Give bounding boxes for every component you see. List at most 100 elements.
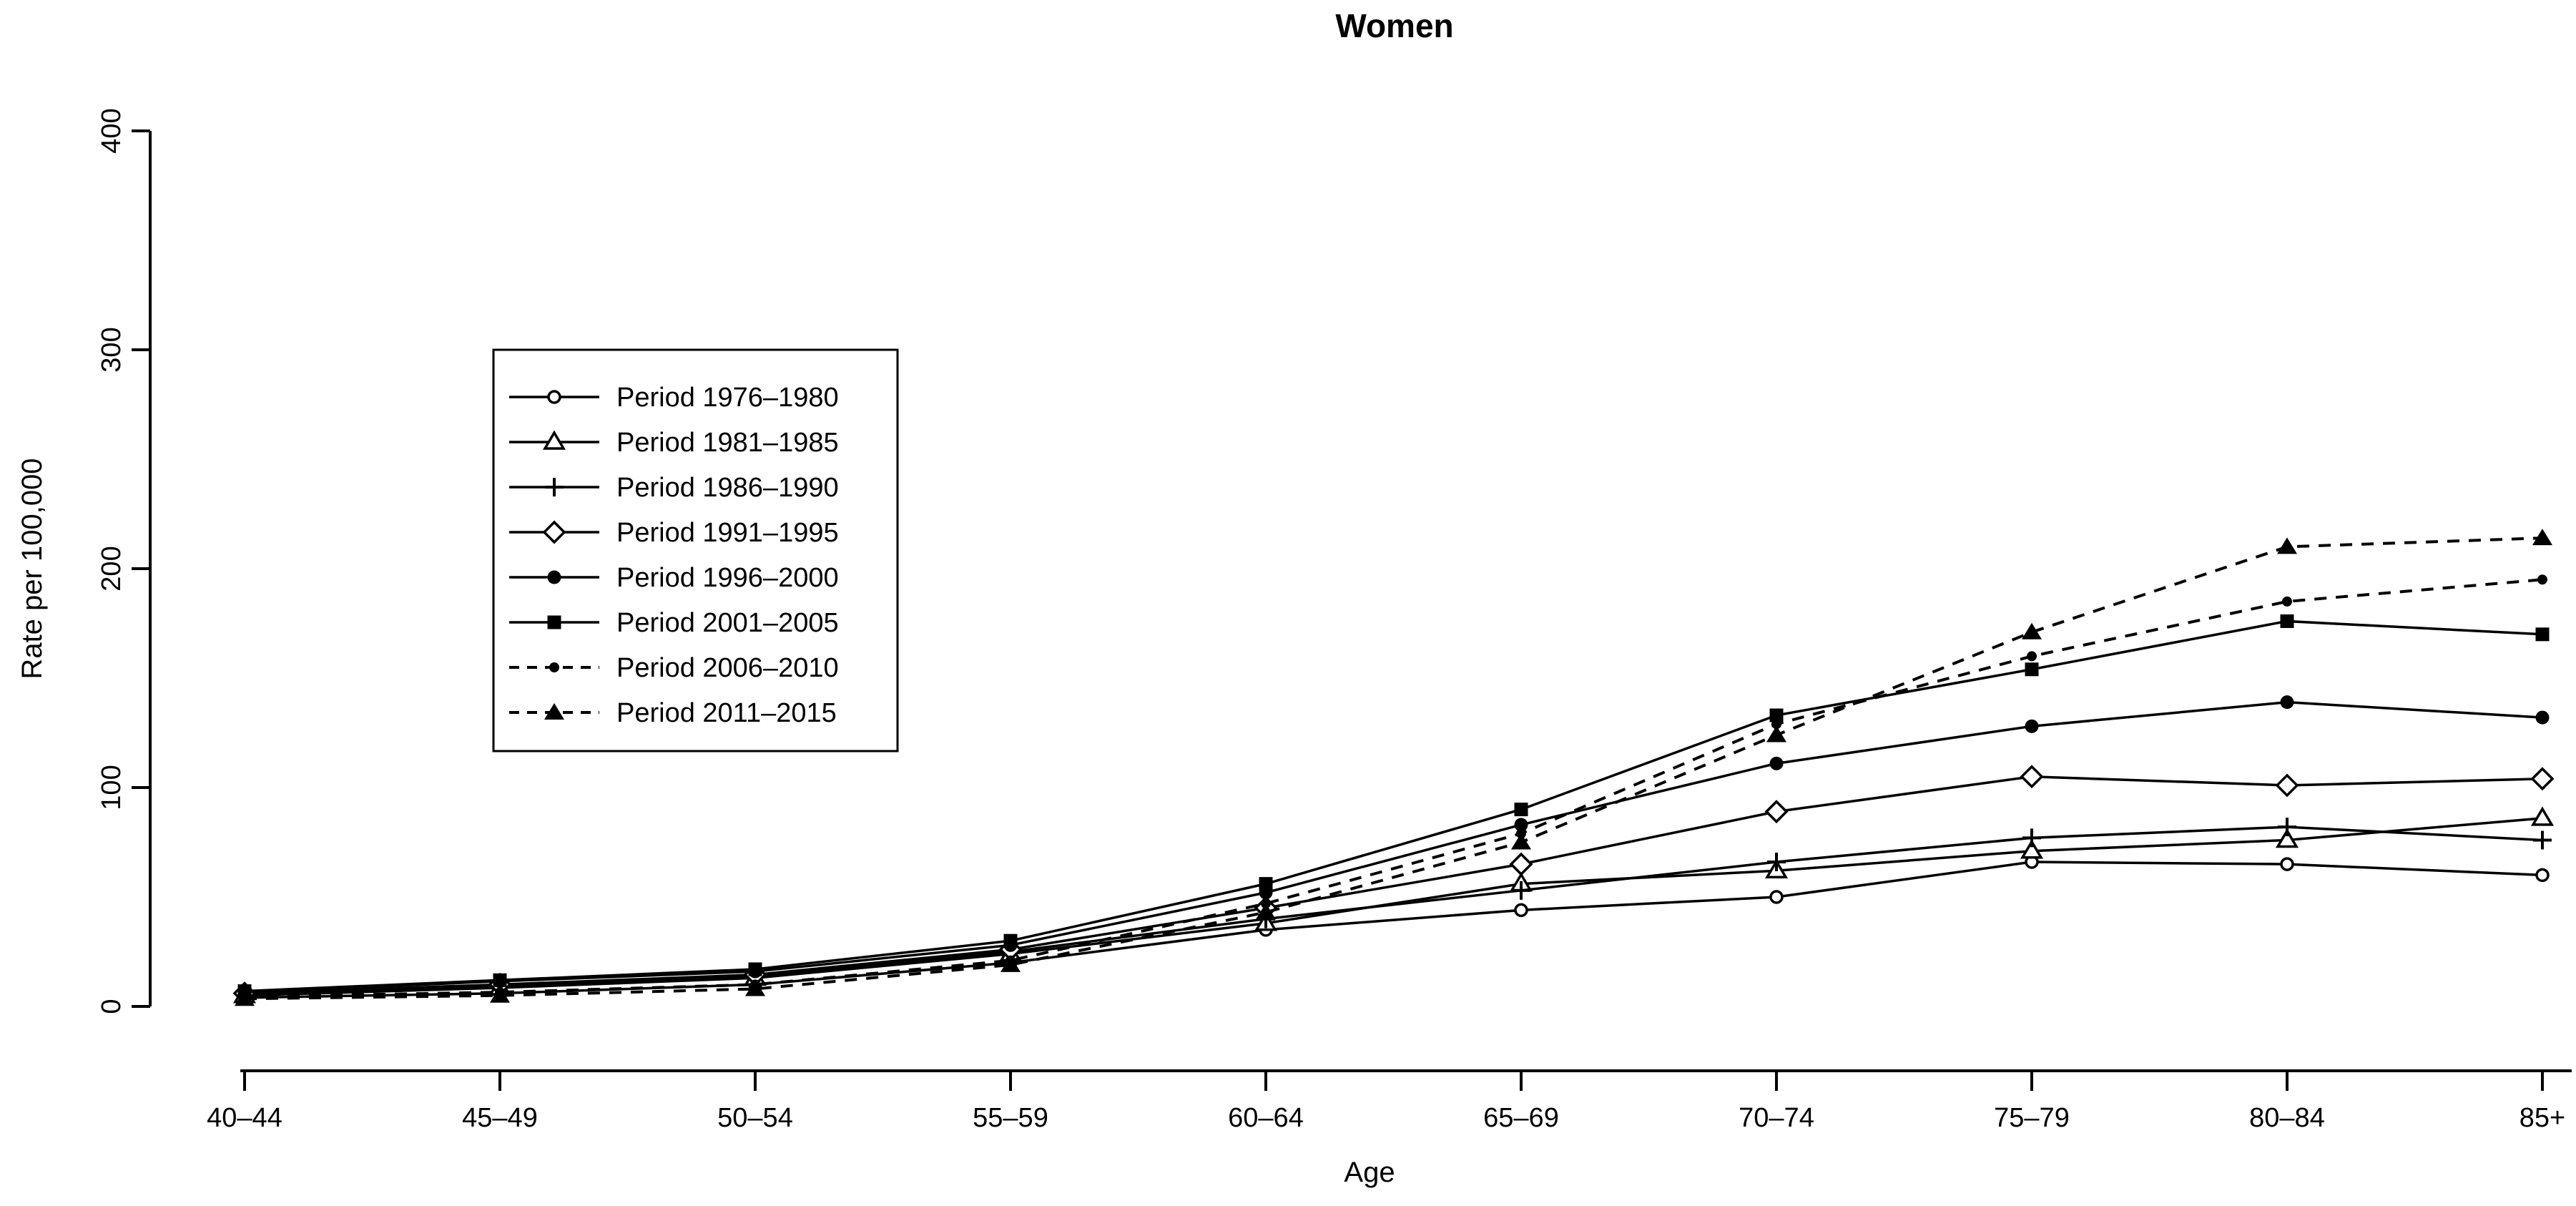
filled-triangle-marker <box>2532 529 2552 546</box>
legend-box <box>492 348 899 752</box>
filled-circle-small-marker <box>2027 651 2037 662</box>
series-period-1991-1995 <box>232 765 2555 1006</box>
plus-marker <box>1767 853 1786 872</box>
series-line <box>244 825 2543 996</box>
open-diamond-marker <box>2275 773 2299 798</box>
filled-square-marker <box>2280 614 2294 628</box>
chart-title: Women <box>1335 7 1453 44</box>
plus-marker <box>1512 881 1530 900</box>
y-tick-label: 400 <box>97 108 127 153</box>
filled-triangle-marker <box>490 986 510 1003</box>
legend-label: Period 1976–1980 <box>616 383 839 413</box>
filled-triangle-marker <box>235 989 255 1006</box>
plus-marker <box>2278 818 2296 837</box>
series-line <box>244 536 2543 1001</box>
legend-label: Period 1981–1985 <box>616 428 839 458</box>
series-line <box>244 578 2543 999</box>
legend-label: Period 1991–1995 <box>616 518 839 548</box>
open-triangle-marker <box>2020 839 2044 859</box>
legend-item: Period 1976–1980 <box>509 383 839 413</box>
filled-square-marker <box>2535 627 2550 642</box>
legend-item: Period 1986–1990 <box>509 473 839 503</box>
filled-circle-marker <box>1514 818 1528 832</box>
x-tick-label: 65–69 <box>1483 1103 1559 1133</box>
legend-item: Period 1991–1995 <box>509 518 839 548</box>
plus-marker <box>2533 830 2552 850</box>
legend-label: Period 2006–2010 <box>616 653 839 683</box>
open-circle-marker <box>1514 903 1528 918</box>
filled-circle-marker <box>547 570 561 584</box>
open-diamond-marker <box>1509 852 1533 876</box>
legend-label: Period 1996–2000 <box>616 563 839 593</box>
filled-square-marker <box>493 973 507 987</box>
legend-item: Period 1981–1985 <box>509 428 839 458</box>
legend-label: Period 1986–1990 <box>616 473 839 503</box>
filled-triangle-marker <box>1001 955 1021 972</box>
filled-circle-small-marker <box>1771 719 1781 730</box>
x-axis-title: Age <box>1344 1157 1395 1188</box>
open-diamond-marker <box>2020 765 2044 789</box>
legend-item: Period 1996–2000 <box>509 563 839 593</box>
x-tick-label: 75–79 <box>1994 1103 2070 1133</box>
open-diamond-marker <box>542 520 566 544</box>
open-circle-marker <box>547 390 561 404</box>
open-circle-marker <box>2535 868 2550 883</box>
x-tick-label: 40–44 <box>207 1103 282 1133</box>
x-tick-label: 45–49 <box>462 1103 538 1133</box>
filled-square-marker <box>748 962 762 976</box>
filled-circle-marker <box>2280 695 2294 710</box>
filled-square-marker <box>1003 933 1018 948</box>
filled-triangle-marker <box>1511 833 1531 850</box>
y-tick-label: 100 <box>97 765 127 810</box>
plus-marker <box>545 478 564 496</box>
x-tick-label: 80–84 <box>2249 1103 2325 1133</box>
filled-triangle-marker <box>1256 903 1276 920</box>
y-tick-label: 300 <box>97 327 127 372</box>
filled-triangle-marker <box>2022 622 2042 639</box>
open-diamond-marker <box>1764 800 1789 824</box>
x-tick-label: 50–54 <box>717 1103 793 1133</box>
series-line <box>244 775 2543 995</box>
series-period-2011-2015 <box>235 529 2552 1006</box>
legend: Period 1976–1980 Period 1981–1985 Period 1… <box>492 348 899 752</box>
axes: 0 100 200 300 400 40–44 45–49 50–54 55–59 60–64 65… <box>97 108 2572 1133</box>
series-layer <box>232 529 2555 1006</box>
filled-square-marker <box>1514 803 1528 817</box>
filled-square-marker <box>547 615 561 629</box>
x-tick-label: 70–74 <box>1739 1103 1814 1133</box>
series-line <box>244 861 2543 999</box>
open-triangle-marker <box>2275 828 2299 848</box>
open-triangle-marker <box>2530 806 2555 826</box>
legend-item: Period 2006–2010 <box>509 653 839 683</box>
filled-circle-marker <box>2535 710 2550 725</box>
y-axis-title: Rate per 100,000 <box>16 458 48 679</box>
plus-marker <box>2022 828 2041 848</box>
filled-circle-marker <box>2025 719 2039 733</box>
open-triangle-marker <box>542 430 566 450</box>
open-circle-marker <box>2280 857 2294 871</box>
filled-triangle-marker <box>544 703 564 720</box>
filled-square-marker <box>2025 662 2039 677</box>
y-tick-label: 0 <box>97 999 127 1014</box>
open-diamond-marker <box>2530 767 2555 791</box>
legend-item: Period 2001–2005 <box>509 608 839 638</box>
filled-triangle-marker <box>745 979 765 996</box>
open-circle-marker <box>1769 890 1784 904</box>
filled-circle-marker <box>1769 756 1784 770</box>
x-tick-label: 55–59 <box>973 1103 1048 1133</box>
filled-square-marker <box>1259 877 1273 891</box>
y-tick-label: 200 <box>97 546 127 591</box>
filled-circle-small-marker <box>2282 596 2292 607</box>
legend-item: Period 2011–2015 <box>509 698 837 728</box>
filled-circle-small-marker <box>549 662 559 672</box>
x-tick-label: 85+ <box>2520 1103 2565 1133</box>
filled-triangle-marker <box>2277 537 2297 554</box>
filled-circle-small-marker <box>2537 574 2547 585</box>
legend-label: Period 2001–2005 <box>616 608 839 638</box>
legend-label: Period 2011–2015 <box>616 698 837 728</box>
series-line <box>244 619 2543 993</box>
filled-square-marker <box>1769 708 1784 722</box>
series-line <box>244 700 2543 994</box>
